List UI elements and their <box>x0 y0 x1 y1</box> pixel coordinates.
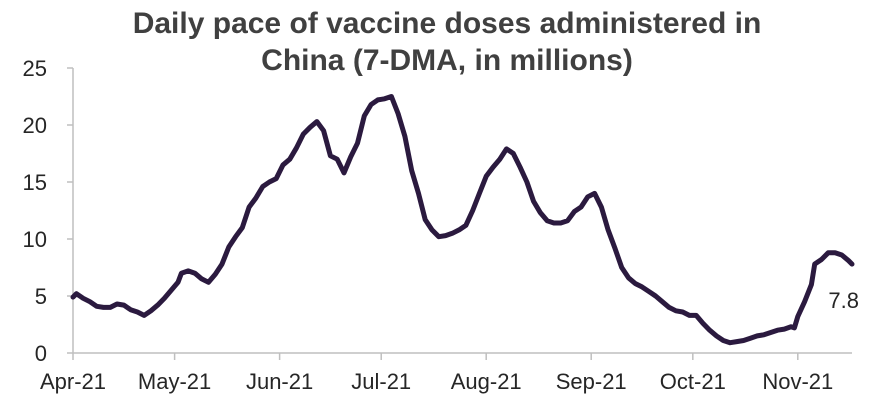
y-tick-label: 5 <box>35 284 47 309</box>
y-tick-label: 20 <box>23 113 47 138</box>
x-axis: Apr-21 May-21 Jun-21 Jul-21 Aug-21 Sep-21 Oct-… <box>40 352 852 394</box>
x-tick-label: May-21 <box>138 369 211 394</box>
y-tick-label: 10 <box>23 227 47 252</box>
x-tick-label: Aug-21 <box>451 369 522 394</box>
y-tick-label: 0 <box>35 341 47 366</box>
x-tick-label: Jul-21 <box>351 369 411 394</box>
y-tick-label: 15 <box>23 170 47 195</box>
x-tick-label: Apr-21 <box>40 369 106 394</box>
x-tick-label: Nov-21 <box>762 369 833 394</box>
chart-title-line-2: China (7-DMA, in millions) <box>261 44 633 77</box>
series-line-0 <box>70 94 855 346</box>
x-tick-label: Sep-21 <box>556 369 627 394</box>
end-value-label: 7.8 <box>828 288 859 313</box>
x-tick-label: Jun-21 <box>246 369 313 394</box>
x-tick-label: Oct-21 <box>660 369 726 394</box>
series-layer <box>70 94 855 346</box>
y-tick-label: 25 <box>23 56 47 81</box>
chart-title-line-1: Daily pace of vaccine doses administered… <box>133 7 762 40</box>
annotation-layer: 7.8 <box>828 288 859 313</box>
y-axis: 0 5 10 15 20 25 <box>23 56 74 366</box>
